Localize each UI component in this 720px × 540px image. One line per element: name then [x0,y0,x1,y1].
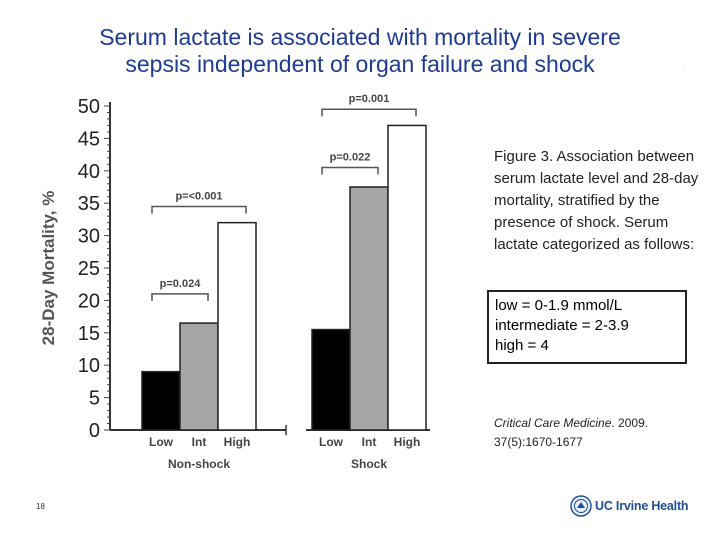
category-low: low = 0-1.9 mmol/L [495,297,623,314]
y-tick-label: 5 [89,388,100,410]
p-value-label: p=0.001 [349,93,390,105]
bar-shock-low [311,328,351,431]
citation-volume: 37(5):1670-1677 [494,435,583,449]
group-label: Shock [351,457,387,471]
y-tick-label: 0 [89,420,100,442]
slide-title: Serum lactate is associated with mortali… [40,24,680,78]
bar-shock-high [387,124,427,431]
x-tick-label: Int [192,435,207,449]
y-tick-label: 10 [78,355,100,377]
y-tick-label: 15 [78,323,100,345]
title-line-1: Serum lactate is associated with mortali… [99,24,621,50]
p-value-bracket [151,205,247,214]
p-value-label: p=0.022 [330,152,371,164]
bar-non-shock-high [217,221,257,431]
group-label: Non-shock [168,457,230,471]
seal-icon [570,495,592,517]
decorative-dot: . [683,66,685,72]
y-tick-label: 25 [78,258,100,280]
y-tick-label: 50 [78,96,100,118]
y-tick-label: 30 [78,226,100,248]
figure-caption: Figure 3. Association between serum lact… [494,148,699,253]
y-axis-label: 28-Day Mortality, % [39,191,58,346]
x-tick-label: High [224,435,251,449]
uc-irvine-health-logo: UC Irvine Health [570,494,689,518]
y-tick-label: 20 [78,290,100,312]
x-tick-label: High [394,435,421,449]
lactate-category-box: low = 0-1.9 mmol/L intermediate = 2-3.9 … [487,290,687,364]
x-tick-label: Int [362,435,377,449]
p-value-bracket [151,293,209,301]
category-intermediate: intermediate = 2-3.9 [495,317,629,334]
x-tick-label: Low [149,435,174,449]
x-tick-label: Low [319,435,344,449]
y-tick-label: 35 [78,193,100,215]
citation-journal: Critical Care Medicine [494,416,612,430]
bar-shock-int [349,186,389,431]
y-tick-label: 45 [78,128,100,150]
bar-non-shock-int [179,322,219,431]
category-high: high = 4 [495,337,549,354]
y-tick-label: 40 [78,161,100,183]
p-value-label: p=<0.001 [175,190,222,202]
mortality-bar-chart: 0 5 10 15 20 25 30 35 40 45 50 28-Day Mortality, % L… [39,93,430,471]
bar-non-shock-low [141,370,181,431]
p-value-label: p=0.024 [160,278,202,290]
logo-text: UC Irvine Health [595,499,689,513]
title-line-2: sepsis independent of organ failure and … [125,51,595,77]
p-value-bracket [321,108,417,117]
p-value-bracket [321,166,379,175]
slide-number: 18 [36,502,45,511]
citation-year: . 2009. [611,416,649,430]
citation: Critical Care Medicine. 2009. 37(5):1670… [494,414,704,452]
